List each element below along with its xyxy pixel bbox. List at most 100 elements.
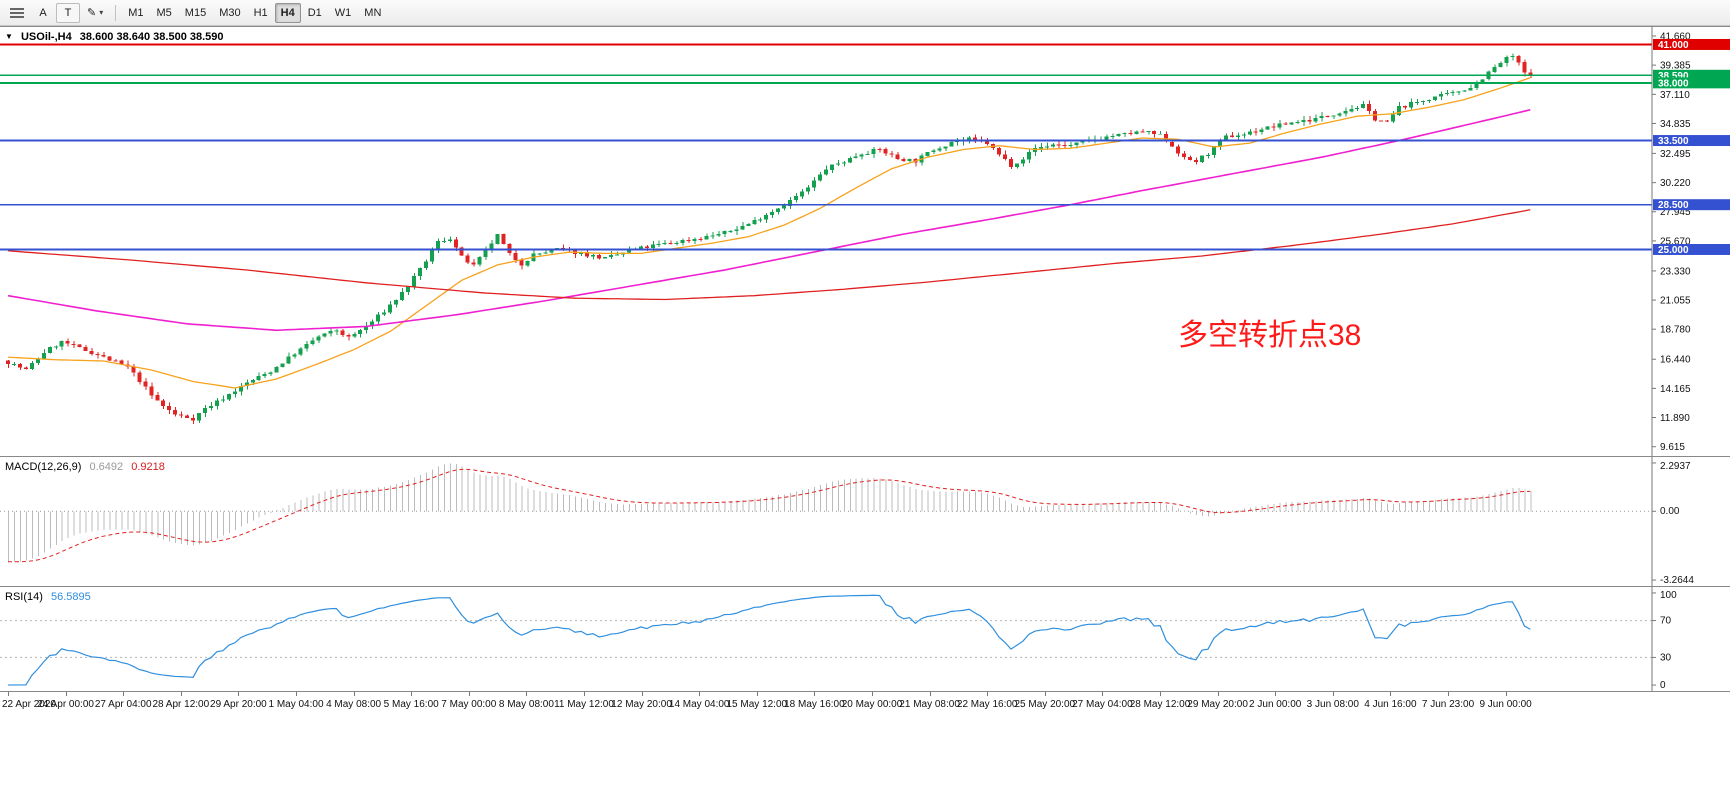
menu-icon-button[interactable] bbox=[4, 3, 30, 23]
svg-text:38.000: 38.000 bbox=[1658, 78, 1689, 89]
svg-text:41.660: 41.660 bbox=[1660, 31, 1691, 42]
time-tick bbox=[929, 692, 931, 696]
time-label: 27 May 04:00 bbox=[1072, 699, 1133, 710]
svg-text:9.615: 9.615 bbox=[1660, 442, 1685, 453]
tf-button-m5[interactable]: M5 bbox=[156, 6, 172, 19]
tf-button-m15[interactable]: M15 bbox=[184, 6, 207, 19]
price-chart[interactable]: 41.660 39.385 37.110 34.835 32.495 30.220 27.9… bbox=[0, 27, 1730, 456]
tf-button-m30[interactable]: M30 bbox=[219, 6, 241, 19]
tf-button-d1[interactable]: D1 bbox=[307, 6, 322, 19]
time-label: 5 May 16:00 bbox=[383, 699, 439, 710]
time-label: 28 May 12:00 bbox=[1129, 699, 1191, 710]
cursor-tool-button[interactable]: A bbox=[39, 6, 47, 19]
time-tick bbox=[468, 692, 470, 696]
time-label: 7 Jun 23:00 bbox=[1421, 699, 1475, 710]
rsi-label: RSI(14) 56.5895 bbox=[5, 591, 96, 603]
svg-text:32.495: 32.495 bbox=[1660, 149, 1691, 160]
svg-text:37.110: 37.110 bbox=[1660, 90, 1690, 101]
time-label: 24 Apr 00:00 bbox=[37, 699, 94, 710]
time-tick bbox=[353, 692, 355, 696]
time-label: 4 May 08:00 bbox=[326, 699, 382, 710]
svg-text:30.220: 30.220 bbox=[1660, 178, 1691, 189]
chart-symbol-label: ▼ USOil-,H4 38.600 38.640 38.500 38.590 bbox=[5, 31, 229, 43]
price-tag-38.590 bbox=[1653, 69, 1730, 81]
tf-button-w1[interactable]: W1 bbox=[334, 6, 352, 19]
tf-button-h1[interactable]: H1 bbox=[253, 6, 268, 19]
toolbar-separator bbox=[115, 4, 117, 21]
candles bbox=[6, 53, 1533, 424]
collapse-chart-icon[interactable]: ▼ bbox=[5, 32, 13, 41]
svg-text:18.780: 18.780 bbox=[1660, 325, 1691, 336]
svg-text:34.835: 34.835 bbox=[1660, 119, 1691, 130]
svg-text:39.385: 39.385 bbox=[1660, 61, 1691, 72]
macd-histogram bbox=[8, 463, 1532, 563]
draw-tool-button[interactable]: ✎ ▾ bbox=[81, 3, 109, 23]
time-tick bbox=[411, 692, 413, 696]
price-chart-panel: 41.660 39.385 37.110 34.835 32.495 30.220 27.9… bbox=[0, 26, 1730, 456]
time-tick bbox=[1332, 692, 1334, 696]
svg-text:41.000: 41.000 bbox=[1658, 40, 1689, 51]
tf-button-h4[interactable]: H4 bbox=[274, 2, 301, 23]
time-label: 7 May 00:00 bbox=[441, 699, 497, 710]
time-label: 18 May 16:00 bbox=[784, 699, 845, 710]
time-label: 2 Jun 00:00 bbox=[1249, 699, 1302, 710]
time-label: 21 May 08:00 bbox=[899, 699, 960, 710]
tf-button-m1[interactable]: M1 bbox=[128, 6, 144, 19]
rsi-chart[interactable]: 100 70 30 0 bbox=[0, 587, 1730, 691]
svg-text:100: 100 bbox=[1660, 590, 1677, 601]
macd-name: MACD(12,26,9) bbox=[5, 461, 82, 473]
svg-text:70: 70 bbox=[1660, 616, 1672, 627]
time-tick bbox=[296, 692, 297, 696]
time-tick bbox=[1448, 692, 1449, 696]
svg-text:25.000: 25.000 bbox=[1658, 245, 1689, 256]
text-tool-button[interactable]: T bbox=[56, 2, 80, 23]
svg-text:25.670: 25.670 bbox=[1660, 236, 1691, 247]
time-tick bbox=[65, 692, 67, 696]
time-label: 29 Apr 20:00 bbox=[210, 699, 267, 710]
time-tick bbox=[699, 692, 701, 696]
rsi-name: RSI(14) bbox=[5, 591, 43, 603]
time-tick bbox=[872, 692, 873, 696]
time-tick bbox=[1505, 692, 1507, 696]
time-label: 9 Jun 00:00 bbox=[1479, 699, 1532, 710]
time-label: 27 Apr 04:00 bbox=[94, 699, 152, 710]
time-label: 4 Jun 16:00 bbox=[1364, 699, 1417, 710]
time-tick bbox=[1044, 692, 1046, 696]
time-tick bbox=[238, 692, 240, 696]
ma-line-mid bbox=[7, 109, 1531, 332]
price-tag-33.500 bbox=[1653, 135, 1730, 147]
rsi-line bbox=[7, 594, 1531, 686]
macd-chart[interactable]: 2.2937 0.00 -3.2644 bbox=[0, 457, 1730, 586]
svg-text:14.165: 14.165 bbox=[1660, 384, 1691, 395]
svg-text:-3.2644: -3.2644 bbox=[1660, 575, 1694, 586]
time-tick bbox=[8, 692, 9, 696]
time-axis: 22 Apr 2020 24 Apr 00:00 27 Apr 04:00 28 Ap… bbox=[0, 691, 1730, 717]
svg-text:30: 30 bbox=[1660, 652, 1672, 663]
svg-text:23.330: 23.330 bbox=[1660, 266, 1691, 277]
pencil-icon: ✎ bbox=[87, 7, 97, 19]
macd-signal-line bbox=[7, 468, 1531, 563]
price-tag-28.500 bbox=[1653, 199, 1730, 211]
price-tag-38.000 bbox=[1653, 77, 1730, 89]
time-label: 8 May 08:00 bbox=[498, 699, 554, 710]
time-tick bbox=[584, 692, 585, 696]
ma-line-fast bbox=[7, 77, 1531, 389]
time-tick bbox=[756, 692, 758, 696]
time-tick bbox=[1390, 692, 1392, 696]
svg-text:27.945: 27.945 bbox=[1660, 207, 1691, 218]
time-tick bbox=[641, 692, 643, 696]
time-label: 14 May 04:00 bbox=[668, 699, 730, 710]
tf-button-mn[interactable]: MN bbox=[364, 6, 382, 19]
chevron-down-icon: ▾ bbox=[99, 8, 104, 17]
time-tick bbox=[1217, 692, 1219, 696]
time-label: 3 Jun 08:00 bbox=[1306, 699, 1359, 710]
time-tick bbox=[123, 692, 125, 696]
svg-text:38.590: 38.590 bbox=[1658, 71, 1689, 82]
chart-annotation: 多空转折点38 bbox=[1178, 319, 1362, 352]
svg-text:33.500: 33.500 bbox=[1658, 136, 1689, 147]
time-tick bbox=[987, 692, 989, 696]
toolbar: A T ✎ ▾ M1 M5 M15 M30 H1 H4 D1 W1 MN bbox=[0, 0, 1730, 26]
time-tick bbox=[526, 692, 528, 696]
svg-text:11.890: 11.890 bbox=[1660, 413, 1690, 424]
